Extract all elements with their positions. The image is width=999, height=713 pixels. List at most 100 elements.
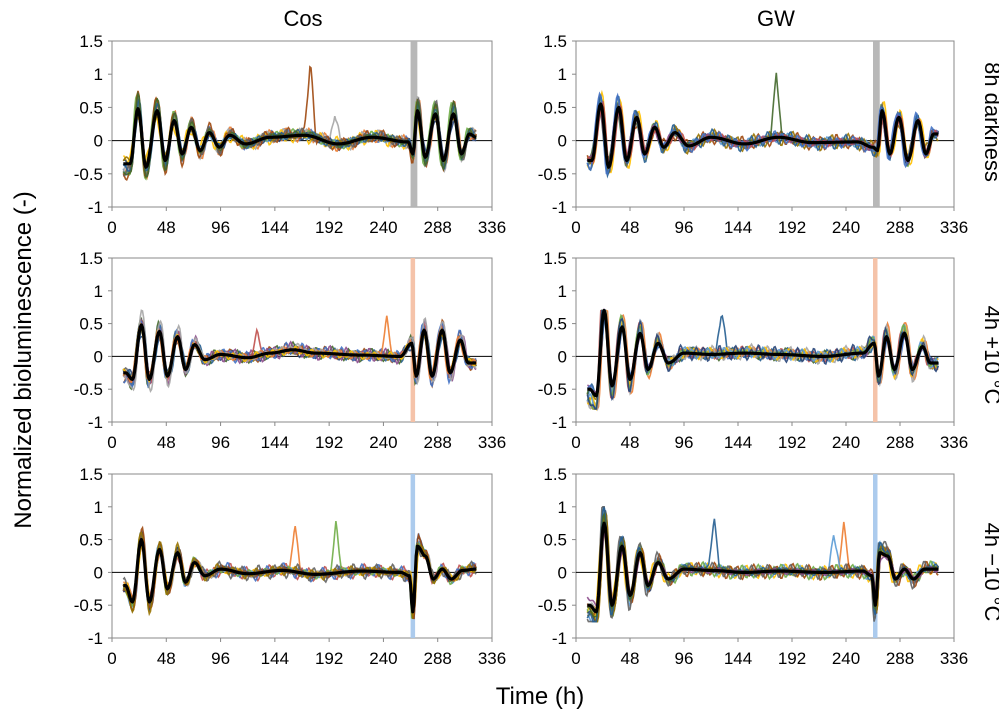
sample-series-line (587, 506, 939, 623)
y-tick-label: 0.5 (79, 531, 103, 550)
chart-panel-4: -1 -0.5 0 0.5 1 1.5 0 48 96 144 192 240 288 336 (74, 465, 506, 668)
x-tick-label: 192 (778, 649, 806, 668)
plot-frame (575, 473, 955, 639)
x-tick-label: 336 (940, 649, 968, 668)
y-tick-label: -0.5 (74, 596, 103, 615)
treatment-band (873, 41, 880, 207)
x-tick-label: 0 (571, 433, 580, 452)
x-tick-label: 96 (675, 649, 694, 668)
y-tick-label: 1.5 (79, 32, 103, 51)
y-tick-label: -0.5 (538, 380, 567, 399)
panels: -1-0.500.511.50 48 96 144 192 240 288 336-1-0.5… (74, 32, 968, 668)
mean-series-line (122, 107, 477, 169)
treatment-band (410, 474, 416, 638)
x-tick-label: 336 (478, 433, 506, 452)
x-tick-label: 240 (369, 649, 397, 668)
x-tick-label: 240 (832, 433, 860, 452)
chart-panel-0: -1 -0.5 0 0.5 1 1.5 0 48 96 144 192 240 288 336 (74, 32, 506, 237)
x-tick-label: 48 (157, 649, 176, 668)
mean-series-line (586, 521, 939, 614)
sample-series-line (586, 506, 940, 623)
row-label-4h-plus-10c: 4h +10 °C (980, 306, 999, 405)
x-tick-label: 144 (724, 649, 752, 668)
sample-series-line (586, 507, 940, 623)
x-tick-label: 96 (675, 218, 694, 237)
y-tick-label: -1 (88, 629, 103, 648)
y-tick-label: 1 (94, 282, 103, 301)
column-title-gw: GW (757, 6, 795, 31)
x-tick-label: 96 (211, 649, 230, 668)
x-tick-label: 144 (261, 218, 289, 237)
x-tick-label: 192 (315, 649, 343, 668)
sample-series-line (122, 531, 477, 619)
row-label-4h-minus-10c: 4h −10 °C (980, 523, 999, 622)
y-tick-label: 1 (94, 498, 103, 517)
column-title-cos: Cos (283, 6, 322, 31)
plot-frame (111, 257, 493, 423)
mean-series-line (586, 102, 939, 169)
sample-series-line (123, 525, 477, 607)
y-tick-label: 1.5 (543, 249, 567, 268)
x-tick-label: 192 (778, 218, 806, 237)
y-tick-label: 0.5 (543, 531, 567, 550)
x-tick-label: 0 (107, 433, 116, 452)
chart-panel-2: -1 -0.5 0 0.5 1 1.5 0 48 96 144 192 240 288 336 (74, 249, 506, 452)
y-tick-label: 0.5 (79, 98, 103, 117)
row-label-8h-darkness: 8h darkness (980, 62, 999, 182)
y-tick-label: 1.5 (79, 249, 103, 268)
x-tick-label: 288 (886, 218, 914, 237)
x-tick-label: 0 (571, 218, 580, 237)
x-tick-label: 336 (940, 433, 968, 452)
y-tick-label: 0.5 (79, 315, 103, 334)
chart-panel-5: -1 -0.5 0 0.5 1 1.5 0 48 96 144 192 240 288 336 (538, 465, 968, 668)
y-tick-label: 1.5 (543, 465, 567, 484)
y-tick-label: -0.5 (538, 596, 567, 615)
x-tick-label: 144 (724, 218, 752, 237)
x-tick-label: 144 (261, 649, 289, 668)
y-tick-label: 0 (94, 132, 103, 151)
x-tick-label: 144 (724, 433, 752, 452)
x-tick-label: 192 (778, 433, 806, 452)
y-tick-label: 1 (558, 65, 567, 84)
y-tick-label: 0 (558, 563, 567, 582)
x-axis-label: Time (h) (496, 683, 584, 710)
y-tick-label: -1 (552, 629, 567, 648)
y-tick-label: 0.5 (543, 315, 567, 334)
chart-panel-3: -1 -0.5 0 0.5 1 1.5 0 48 96 144 192 240 288 336 (538, 249, 968, 452)
plot-frame (575, 40, 955, 208)
x-tick-label: 0 (107, 218, 116, 237)
y-tick-label: 1 (558, 498, 567, 517)
x-tick-label: 336 (478, 218, 506, 237)
plot-frame (575, 257, 955, 423)
sample-series-line (586, 309, 940, 410)
x-tick-label: 96 (675, 433, 694, 452)
y-tick-label: -0.5 (74, 380, 103, 399)
y-tick-label: 0 (94, 563, 103, 582)
x-tick-label: 336 (940, 218, 968, 237)
y-tick-label: -0.5 (538, 165, 567, 184)
mean-series-line (586, 308, 939, 398)
y-tick-label: 0.5 (543, 98, 567, 117)
plot-frame (111, 473, 493, 639)
x-tick-label: 288 (424, 433, 452, 452)
y-tick-label: 0 (94, 347, 103, 366)
x-tick-label: 240 (832, 649, 860, 668)
x-tick-label: 144 (261, 433, 289, 452)
x-tick-label: 0 (571, 649, 580, 668)
x-tick-label: 48 (157, 433, 176, 452)
x-tick-label: 288 (886, 433, 914, 452)
mean-series-line (122, 323, 477, 381)
x-tick-label: 192 (315, 433, 343, 452)
x-tick-label: 288 (886, 649, 914, 668)
mean-series-line (122, 538, 477, 614)
x-tick-label: 288 (424, 218, 452, 237)
x-tick-label: 0 (107, 649, 116, 668)
x-tick-label: 48 (157, 218, 176, 237)
x-tick-label: 240 (369, 218, 397, 237)
x-tick-label: 48 (621, 218, 640, 237)
y-tick-label: 1 (94, 65, 103, 84)
x-tick-label: 192 (315, 218, 343, 237)
y-tick-label: 0 (558, 132, 567, 151)
chart-panel-1: -1 -0.5 0 0.5 1 1.5 0 48 96 144 192 240 288 336 (538, 32, 968, 237)
